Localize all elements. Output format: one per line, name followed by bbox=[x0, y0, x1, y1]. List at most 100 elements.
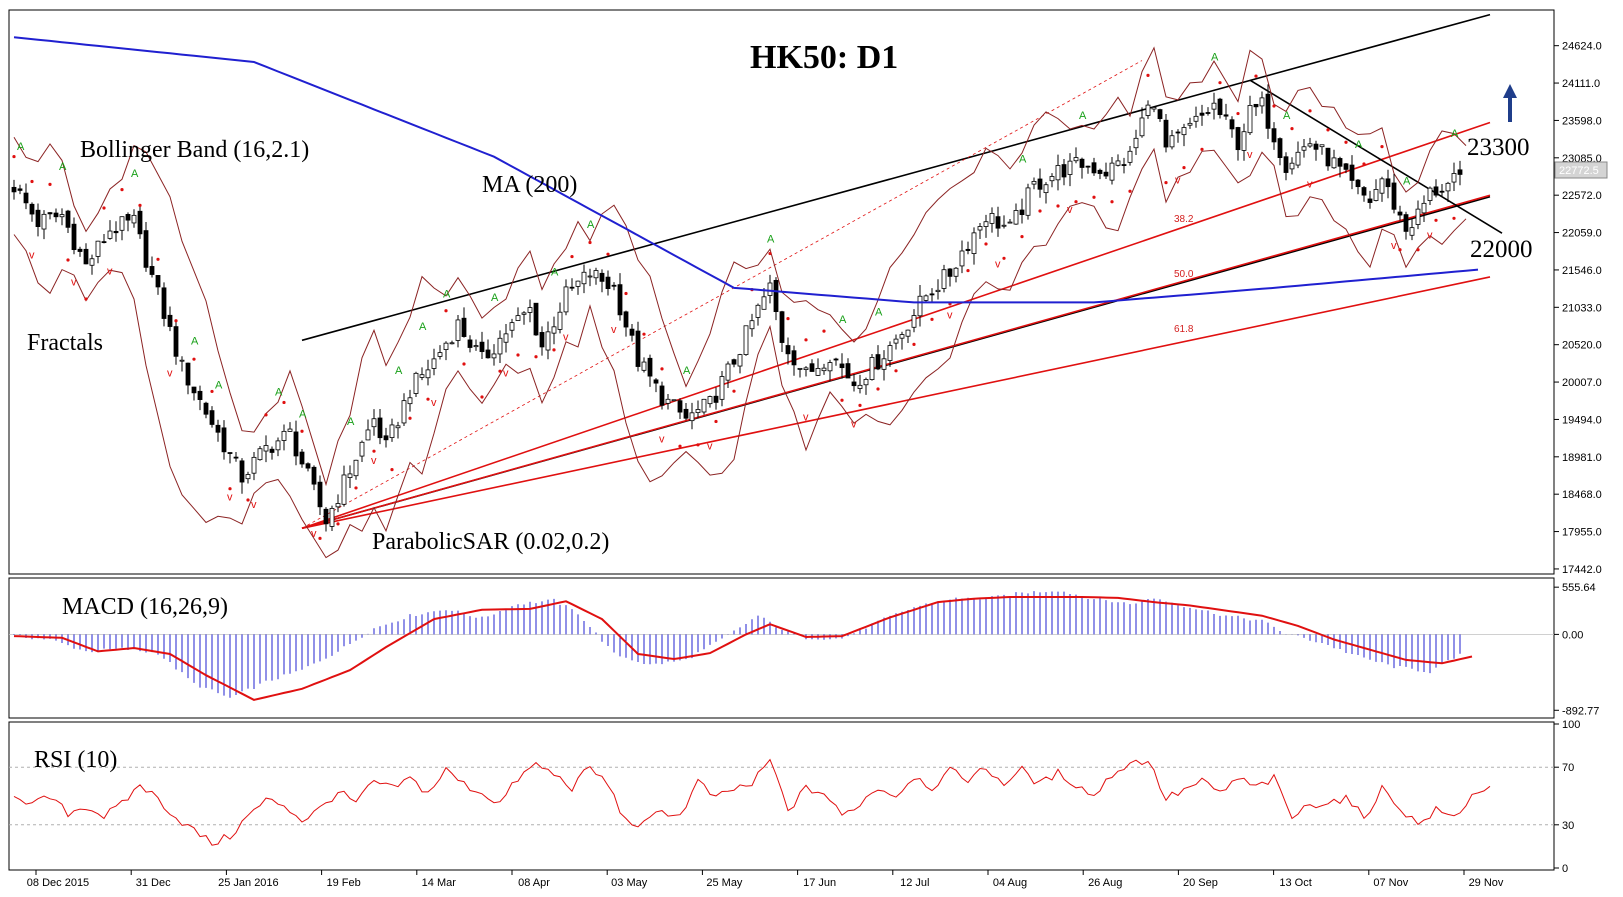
candle-body bbox=[209, 410, 215, 425]
candle bbox=[1079, 157, 1085, 179]
candle-body bbox=[1223, 114, 1229, 117]
candle bbox=[1085, 165, 1091, 174]
sar-dot bbox=[1452, 216, 1456, 220]
current-price-label: 22772.5 bbox=[1559, 165, 1599, 177]
sar-dot bbox=[1272, 104, 1276, 108]
candle bbox=[899, 331, 905, 350]
rsi-tick-label: 0 bbox=[1562, 863, 1568, 875]
date-tick-label: 20 Sep bbox=[1183, 877, 1218, 889]
candle bbox=[599, 269, 605, 293]
candle bbox=[671, 399, 677, 402]
sar-dot bbox=[1290, 127, 1294, 131]
candle-body bbox=[977, 226, 983, 231]
candle bbox=[1235, 126, 1241, 161]
fractal-down-icon: v bbox=[995, 258, 1001, 270]
sar-dot bbox=[48, 182, 52, 186]
candle bbox=[1415, 200, 1421, 230]
candle-body bbox=[323, 508, 329, 525]
fractal-up-icon: A bbox=[767, 234, 775, 246]
candle-body bbox=[425, 369, 431, 379]
candle bbox=[131, 209, 137, 228]
candle-body bbox=[707, 396, 713, 405]
sar-dot bbox=[1344, 140, 1348, 144]
sar-dot bbox=[12, 154, 16, 159]
candle bbox=[653, 378, 659, 393]
fractal-up-icon: A bbox=[683, 365, 691, 377]
candle-body bbox=[875, 354, 881, 370]
candle-body bbox=[125, 214, 131, 221]
candle-body bbox=[683, 408, 689, 419]
candle-body bbox=[59, 214, 65, 218]
candle bbox=[443, 341, 449, 361]
candle bbox=[677, 398, 683, 420]
candle-body bbox=[773, 279, 779, 313]
candle bbox=[431, 348, 437, 376]
candle-body bbox=[1433, 186, 1439, 196]
fractal-down-icon: v bbox=[851, 419, 857, 431]
candle bbox=[941, 264, 947, 293]
ma200-path bbox=[13, 36, 1479, 304]
sar-label: ParabolicSAR (0.02,0.2) bbox=[372, 529, 609, 555]
candle bbox=[317, 475, 323, 515]
candle-body bbox=[731, 359, 737, 365]
candle-body bbox=[359, 441, 365, 457]
candle bbox=[1451, 162, 1457, 191]
candle-body bbox=[449, 342, 455, 345]
candle-body bbox=[353, 459, 359, 477]
rsi-tick-label: 100 bbox=[1562, 719, 1580, 731]
fractal-down-icon: v bbox=[167, 368, 173, 380]
price-tick-label: 23598.0 bbox=[1562, 115, 1602, 127]
candle-body bbox=[557, 311, 563, 330]
candle bbox=[947, 268, 953, 287]
price-tick-label: 21033.0 bbox=[1562, 302, 1602, 314]
sar-dot bbox=[1200, 147, 1204, 151]
candle bbox=[155, 274, 161, 295]
fractal-up-icon: A bbox=[1355, 139, 1363, 151]
candle-body bbox=[233, 456, 239, 459]
candle bbox=[887, 341, 893, 367]
candle bbox=[803, 366, 809, 377]
candle bbox=[821, 363, 827, 375]
candle-body bbox=[665, 398, 671, 404]
candle bbox=[533, 302, 539, 336]
sar-dot bbox=[408, 416, 412, 420]
sar-dot bbox=[1362, 162, 1366, 166]
candle bbox=[1139, 107, 1145, 138]
sar-dot bbox=[1218, 81, 1222, 85]
fractals-label: Fractals bbox=[27, 330, 103, 356]
level-23300: 23300 bbox=[1467, 134, 1530, 161]
sar-dot bbox=[120, 188, 124, 192]
candle-body bbox=[959, 250, 965, 267]
candle-body bbox=[191, 386, 197, 394]
candle-body bbox=[701, 398, 707, 413]
candle-body bbox=[971, 232, 977, 254]
candle-body bbox=[761, 296, 767, 310]
candle-body bbox=[953, 267, 959, 277]
candle-body bbox=[1337, 158, 1343, 167]
candle-body bbox=[395, 425, 401, 429]
sar-dot bbox=[1038, 209, 1042, 213]
candle-body bbox=[1283, 156, 1289, 173]
candle bbox=[353, 459, 359, 480]
candle bbox=[791, 345, 797, 376]
candle-body bbox=[563, 286, 569, 313]
sar-dot bbox=[1164, 180, 1168, 185]
sar-dot bbox=[30, 179, 34, 184]
candle bbox=[569, 278, 575, 291]
candle bbox=[113, 221, 119, 242]
candle-body bbox=[1277, 138, 1283, 158]
rsi-label: RSI (10) bbox=[34, 747, 117, 773]
candle bbox=[173, 320, 179, 365]
candle-body bbox=[1163, 119, 1169, 148]
candle-body bbox=[1199, 112, 1205, 116]
candle bbox=[1385, 169, 1391, 199]
candle-body bbox=[1097, 169, 1103, 174]
candle-body bbox=[305, 463, 311, 469]
candle-body bbox=[965, 248, 971, 251]
candle bbox=[1253, 103, 1259, 116]
candle-body bbox=[161, 287, 167, 319]
sar-dot bbox=[84, 297, 88, 301]
candle-body bbox=[155, 275, 161, 288]
candle bbox=[1247, 95, 1253, 135]
fractal-down-icon: v bbox=[1391, 240, 1397, 252]
